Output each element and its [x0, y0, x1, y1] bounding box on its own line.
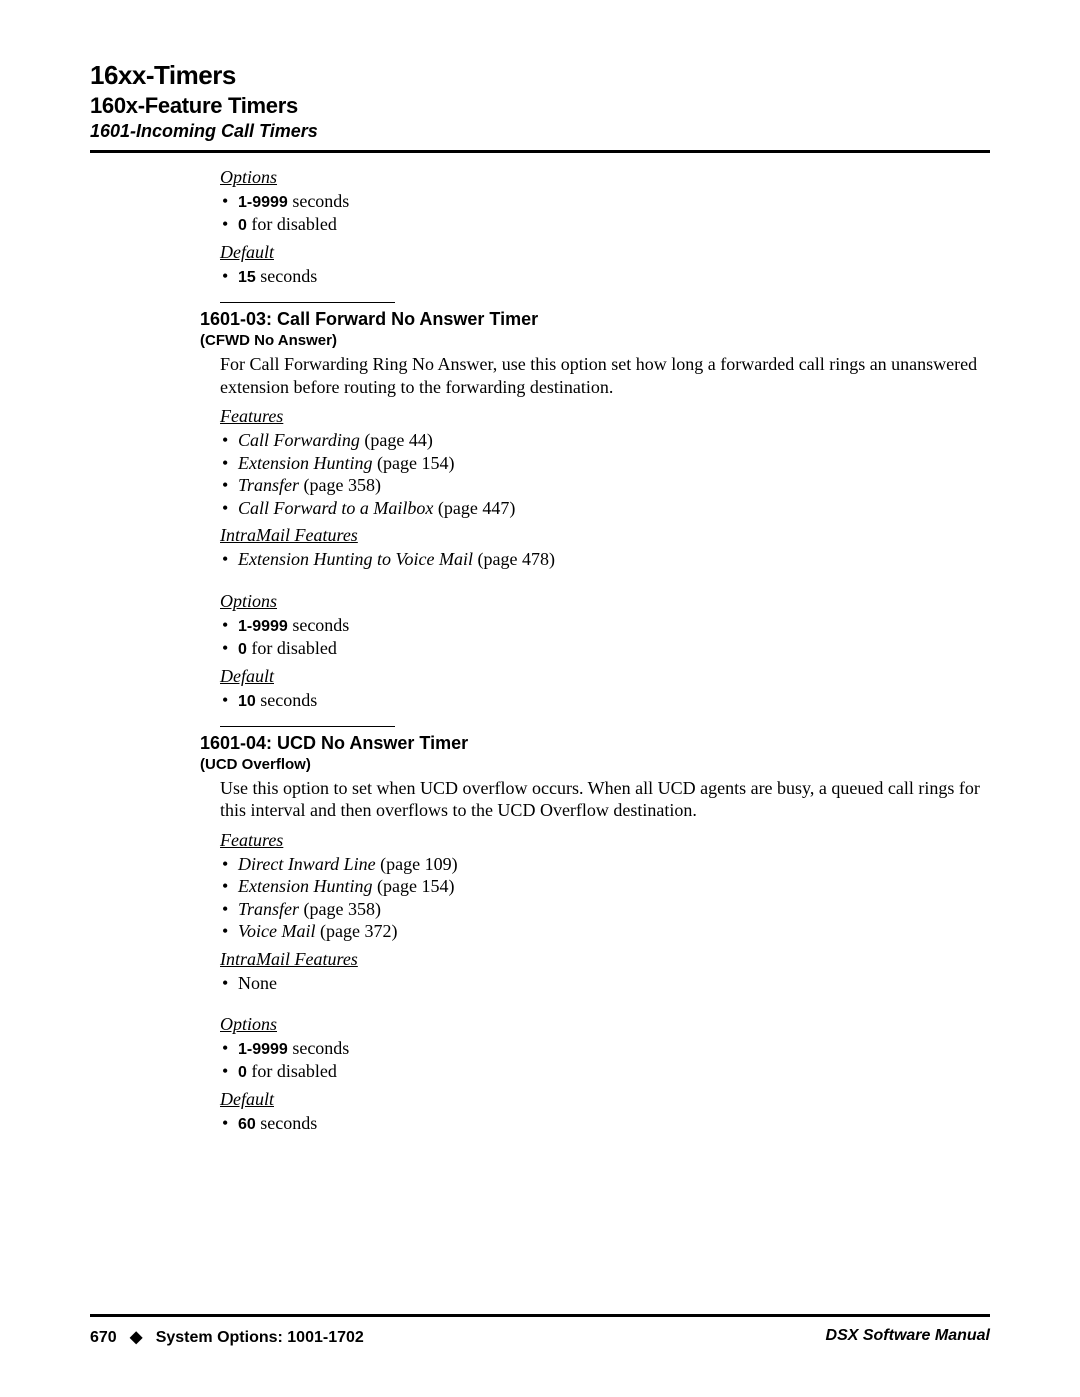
list-item: 1-9999 seconds — [220, 614, 980, 637]
list-item: None — [220, 972, 980, 995]
feature-name: Transfer — [238, 475, 299, 495]
bold-value: 1-9999 — [238, 194, 288, 211]
list-item: 60 seconds — [220, 1112, 980, 1135]
default-list: 15 seconds — [220, 265, 980, 288]
section-title: 1601-04: UCD No Answer Timer — [200, 733, 980, 754]
list-item: 0 for disabled — [220, 637, 980, 660]
options-label: Options — [220, 167, 980, 188]
header-level3: 1601-Incoming Call Timers — [90, 121, 990, 142]
list-item: 1-9999 seconds — [220, 190, 980, 213]
features-list: Direct Inward Line (page 109) Extension … — [220, 853, 980, 943]
rest-text: seconds — [288, 1038, 350, 1058]
options-list: 1-9999 seconds 0 for disabled — [220, 190, 980, 236]
features-list: Call Forwarding (page 44) Extension Hunt… — [220, 429, 980, 519]
none-text: None — [238, 973, 277, 993]
footer-right: DSX Software Manual — [826, 1327, 990, 1347]
content-area: Options 1-9999 seconds 0 for disabled De… — [90, 167, 990, 1135]
header-level2: 160x-Feature Timers — [90, 93, 990, 119]
page-number: 670 — [90, 1329, 117, 1346]
default-label: Default — [220, 1089, 980, 1110]
list-item: Call Forward to a Mailbox (page 447) — [220, 497, 980, 520]
list-item: Extension Hunting to Voice Mail (page 47… — [220, 548, 980, 571]
bold-value: 1-9999 — [238, 1041, 288, 1058]
footer-left: 670 ◆ System Options: 1001-1702 — [90, 1327, 364, 1347]
rest-text: for disabled — [247, 1061, 337, 1081]
section-subtitle: (UCD Overflow) — [200, 756, 980, 773]
header-rule — [90, 150, 990, 153]
footer-rule — [90, 1314, 990, 1317]
bold-value: 1-9999 — [238, 618, 288, 635]
list-item: 0 for disabled — [220, 1060, 980, 1083]
diamond-icon: ◆ — [130, 1329, 142, 1346]
section-separator — [220, 726, 395, 727]
page-ref: (page 478) — [473, 549, 555, 569]
list-item: Transfer (page 358) — [220, 898, 980, 921]
list-item: Transfer (page 358) — [220, 474, 980, 497]
feature-name: Extension Hunting to Voice Mail — [238, 549, 473, 569]
rest-text: seconds — [256, 266, 318, 286]
bold-value: 0 — [238, 1064, 247, 1081]
intramail-label: IntraMail Features — [220, 949, 980, 970]
list-item: Extension Hunting (page 154) — [220, 875, 980, 898]
options-label: Options — [220, 591, 980, 612]
list-item: Voice Mail (page 372) — [220, 920, 980, 943]
options-list: 1-9999 seconds 0 for disabled — [220, 614, 980, 660]
page-ref: (page 358) — [299, 475, 381, 495]
intramail-list: None — [220, 972, 980, 995]
bold-value: 15 — [238, 269, 256, 286]
page-ref: (page 154) — [372, 876, 454, 896]
default-list: 60 seconds — [220, 1112, 980, 1135]
list-item: 15 seconds — [220, 265, 980, 288]
feature-name: Call Forwarding — [238, 430, 360, 450]
rest-text: seconds — [256, 1113, 318, 1133]
intramail-list: Extension Hunting to Voice Mail (page 47… — [220, 548, 980, 571]
page-ref: (page 358) — [299, 899, 381, 919]
header-level1: 16xx-Timers — [90, 60, 990, 91]
list-item: 10 seconds — [220, 689, 980, 712]
bold-value: 0 — [238, 641, 247, 658]
page-header: 16xx-Timers 160x-Feature Timers 1601-Inc… — [90, 60, 990, 142]
feature-name: Voice Mail — [238, 921, 315, 941]
features-label: Features — [220, 830, 980, 851]
section-title: 1601-03: Call Forward No Answer Timer — [200, 309, 980, 330]
intramail-label: IntraMail Features — [220, 525, 980, 546]
list-item: 0 for disabled — [220, 213, 980, 236]
default-label: Default — [220, 242, 980, 263]
feature-name: Extension Hunting — [238, 876, 372, 896]
list-item: Direct Inward Line (page 109) — [220, 853, 980, 876]
feature-name: Extension Hunting — [238, 453, 372, 473]
features-label: Features — [220, 406, 980, 427]
footer-row: 670 ◆ System Options: 1001-1702 DSX Soft… — [90, 1327, 990, 1347]
page-ref: (page 109) — [376, 854, 458, 874]
page-ref: (page 447) — [433, 498, 515, 518]
page-ref: (page 372) — [315, 921, 397, 941]
list-item: 1-9999 seconds — [220, 1037, 980, 1060]
section-description: Use this option to set when UCD overflow… — [220, 777, 980, 822]
default-label: Default — [220, 666, 980, 687]
feature-name: Call Forward to a Mailbox — [238, 498, 433, 518]
footer-left-text: System Options: 1001-1702 — [156, 1329, 364, 1346]
section-separator — [220, 302, 395, 303]
options-list: 1-9999 seconds 0 for disabled — [220, 1037, 980, 1083]
section-subtitle: (CFWD No Answer) — [200, 332, 980, 349]
rest-text: seconds — [288, 615, 350, 635]
list-item: Extension Hunting (page 154) — [220, 452, 980, 475]
feature-name: Direct Inward Line — [238, 854, 376, 874]
bold-value: 10 — [238, 693, 256, 710]
bold-value: 60 — [238, 1116, 256, 1133]
list-item: Call Forwarding (page 44) — [220, 429, 980, 452]
page-ref: (page 44) — [360, 430, 433, 450]
bold-value: 0 — [238, 217, 247, 234]
rest-text: seconds — [288, 191, 350, 211]
section-description: For Call Forwarding Ring No Answer, use … — [220, 353, 980, 398]
page-footer: 670 ◆ System Options: 1001-1702 DSX Soft… — [90, 1314, 990, 1347]
default-list: 10 seconds — [220, 689, 980, 712]
feature-name: Transfer — [238, 899, 299, 919]
rest-text: seconds — [256, 690, 318, 710]
page-ref: (page 154) — [372, 453, 454, 473]
rest-text: for disabled — [247, 638, 337, 658]
options-label: Options — [220, 1014, 980, 1035]
rest-text: for disabled — [247, 214, 337, 234]
